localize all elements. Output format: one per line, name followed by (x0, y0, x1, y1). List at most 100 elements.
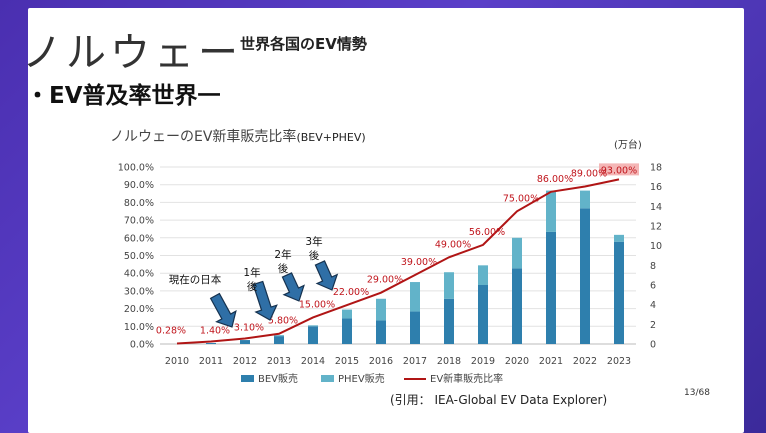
legend-bev-label: BEV販売 (258, 372, 298, 385)
left-axis-tick: 80.0% (124, 198, 154, 209)
x-axis-tick: 2013 (267, 356, 291, 367)
ev-share-data-label: 49.00% (435, 239, 471, 250)
annotation-arrow (314, 260, 339, 291)
bev-bar (376, 320, 386, 344)
bullet-point: ・EV普及率世界一 (26, 83, 221, 109)
bev-bar (580, 208, 590, 344)
ev-share-data-label: 29.00% (367, 275, 403, 286)
left-axis-tick: 0.0% (130, 340, 154, 351)
phev-bar (512, 237, 522, 269)
ev-share-data-label: 93.00% (601, 165, 637, 176)
right-axis-tick: 0 (650, 340, 656, 351)
bev-bar (240, 340, 250, 344)
slide-subtitle: 世界各国のEV情勢 (240, 35, 367, 53)
bev-bar (546, 231, 556, 344)
annotation-arrow (281, 272, 305, 302)
bev-bar (410, 311, 420, 344)
ev-share-data-label: 5.80% (268, 316, 298, 327)
phev-bar (308, 325, 318, 327)
bev-bar (342, 318, 352, 344)
phev-bar (580, 190, 590, 209)
x-axis-tick: 2010 (165, 356, 189, 367)
phev-bar (274, 335, 284, 337)
x-axis-tick: 2014 (301, 356, 325, 367)
bev-bar (308, 326, 318, 344)
legend-phev-label: PHEV販売 (338, 372, 385, 385)
legend-line-label: EV新車販売比率 (430, 372, 503, 385)
annotation-text: 3年 (305, 235, 322, 248)
left-axis-tick: 40.0% (124, 269, 154, 280)
annotation-text: 後 (309, 249, 320, 262)
annotation-text: 後 (247, 280, 258, 293)
legend-phev-swatch (321, 375, 334, 382)
bev-bar (444, 298, 454, 344)
phev-bar (410, 282, 420, 312)
ev-share-data-label: 15.00% (299, 299, 335, 310)
label-highlight (599, 163, 639, 176)
annotation-text: 現在の日本 (169, 273, 222, 286)
bev-bar (614, 241, 624, 344)
x-axis-tick: 2022 (573, 356, 597, 367)
bev-bar (206, 343, 216, 344)
phev-bar (376, 298, 386, 321)
bev-bar (512, 268, 522, 344)
right-axis-unit: (万台) (614, 140, 642, 151)
x-axis-tick: 2019 (471, 356, 495, 367)
ev-share-data-label: 1.40% (200, 326, 230, 337)
chart-title-suffix: (BEV+PHEV) (296, 131, 366, 144)
ev-share-data-label: 75.00% (503, 193, 539, 204)
left-axis-tick: 20.0% (124, 304, 154, 315)
phev-bar (342, 309, 352, 319)
ev-share-line (176, 178, 620, 345)
bev-bar (478, 285, 488, 344)
left-axis-tick: 10.0% (124, 322, 154, 333)
x-axis-tick: 2016 (369, 356, 393, 367)
ev-share-data-label: 56.00% (469, 227, 505, 238)
ev-share-data-label: 39.00% (401, 257, 437, 268)
x-axis-tick: 2021 (539, 356, 563, 367)
ev-share-data-label: 89.00% (571, 168, 607, 179)
phev-bar (478, 265, 488, 285)
x-axis-tick: 2015 (335, 356, 359, 367)
x-axis-tick: 2018 (437, 356, 461, 367)
chart-title: ノルウェーのEV新車販売比率(BEV+PHEV) (110, 126, 366, 146)
ev-share-data-label: 0.28% (156, 326, 186, 337)
right-axis-tick: 8 (650, 261, 656, 272)
right-axis-tick: 14 (650, 202, 662, 213)
left-axis-tick: 50.0% (124, 251, 154, 262)
phev-bar (614, 234, 624, 242)
right-axis-tick: 6 (650, 281, 656, 292)
x-axis-tick: 2012 (233, 356, 257, 367)
left-axis-tick: 70.0% (124, 216, 154, 227)
right-axis-tick: 18 (650, 163, 662, 174)
left-axis-tick: 30.0% (124, 286, 154, 297)
ev-share-data-label: 3.10% (234, 323, 264, 334)
x-axis-tick: 2020 (505, 356, 529, 367)
annotation-arrow (252, 280, 278, 321)
slide-title: ノルウェー (22, 30, 242, 76)
phev-bar (546, 190, 556, 232)
x-axis-tick: 2011 (199, 356, 223, 367)
page-number: 13/68 (684, 388, 710, 398)
annotation-arrow (209, 292, 237, 328)
left-axis-tick: 100.0% (118, 163, 154, 174)
phev-bar (444, 272, 454, 299)
right-axis-tick: 10 (650, 241, 662, 252)
chart-title-main: ノルウェーのEV新車販売比率 (110, 129, 297, 145)
x-axis-tick: 2017 (403, 356, 427, 367)
annotation-text: 2年 (274, 248, 291, 261)
ev-share-data-label: 86.00% (537, 174, 573, 185)
ev-share-data-label: 22.00% (333, 287, 369, 298)
left-axis-tick: 90.0% (124, 180, 154, 191)
x-axis-tick: 2023 (607, 356, 631, 367)
right-axis-tick: 4 (650, 300, 656, 311)
annotation-text: 後 (278, 262, 289, 275)
bev-bar (274, 336, 284, 344)
right-axis-tick: 12 (650, 222, 662, 233)
annotation-text: 1年 (243, 266, 260, 279)
left-axis-tick: 60.0% (124, 233, 154, 244)
source-citation: (引用： IEA-Global EV Data Explorer) (390, 393, 608, 407)
legend-bev-swatch (241, 375, 254, 382)
right-axis-tick: 2 (650, 320, 656, 331)
